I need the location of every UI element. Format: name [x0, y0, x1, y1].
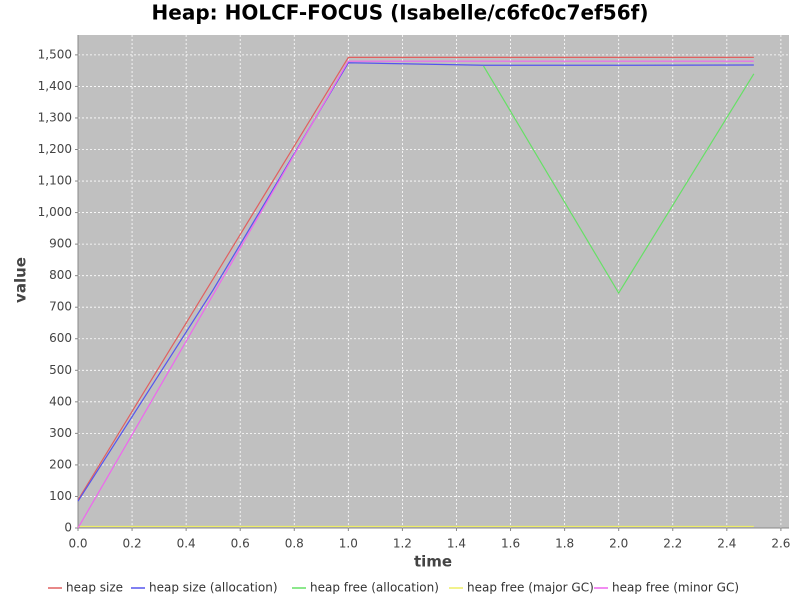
- x-tick-label: 2.6: [771, 537, 790, 551]
- y-tick-label: 300: [49, 426, 72, 440]
- x-axis-label: time: [414, 553, 452, 571]
- x-tick-label: 0.4: [177, 537, 196, 551]
- y-axis-label: value: [12, 257, 30, 303]
- y-tick-label: 1,500: [38, 47, 72, 61]
- series-line: [77, 56, 754, 501]
- x-tick-label: 0.0: [68, 537, 87, 551]
- y-tick-label: 1,100: [38, 174, 72, 188]
- y-tick-label: 100: [49, 489, 72, 503]
- y-tick-label: 1,000: [38, 205, 72, 219]
- series-line: [482, 65, 755, 295]
- legend-label: heap size (allocation): [149, 581, 278, 595]
- x-tick-label: 2.2: [663, 537, 682, 551]
- x-tick-label: 0.8: [285, 537, 304, 551]
- y-tick-label: 0: [64, 521, 72, 535]
- y-tick-label: 900: [49, 237, 72, 251]
- x-tick-label: 0.2: [123, 537, 142, 551]
- x-tick-label: 1.6: [501, 537, 520, 551]
- series-line: [77, 62, 754, 502]
- x-tick-label: 1.8: [555, 537, 574, 551]
- plot-area: [78, 35, 789, 528]
- y-tick-label: 1,300: [38, 110, 72, 124]
- y-tick-label: 400: [49, 394, 72, 408]
- y-tick-label: 1,200: [38, 142, 72, 156]
- series-line: [77, 60, 754, 529]
- x-tick-label: 2.4: [717, 537, 736, 551]
- x-tick-label: 1.2: [393, 537, 412, 551]
- y-tick-label: 800: [49, 268, 72, 282]
- legend-label: heap free (allocation): [310, 581, 439, 595]
- y-tick-label: 200: [49, 457, 72, 471]
- x-tick-label: 2.0: [609, 537, 628, 551]
- y-tick-label: 700: [49, 300, 72, 314]
- x-tick-label: 0.6: [231, 537, 250, 551]
- legend-label: heap free (major GC): [467, 581, 594, 595]
- y-tick-label: 600: [49, 331, 72, 345]
- x-tick-label: 1.0: [339, 537, 358, 551]
- y-tick-label: 1,400: [38, 79, 72, 93]
- x-tick-label: 1.4: [447, 537, 466, 551]
- y-tick-label: 500: [49, 363, 72, 377]
- legend-label: heap size: [66, 581, 123, 595]
- legend-label: heap free (minor GC): [612, 581, 739, 595]
- chart-title: Heap: HOLCF-FOCUS (Isabelle/c6fc0c7ef56f…: [152, 1, 649, 25]
